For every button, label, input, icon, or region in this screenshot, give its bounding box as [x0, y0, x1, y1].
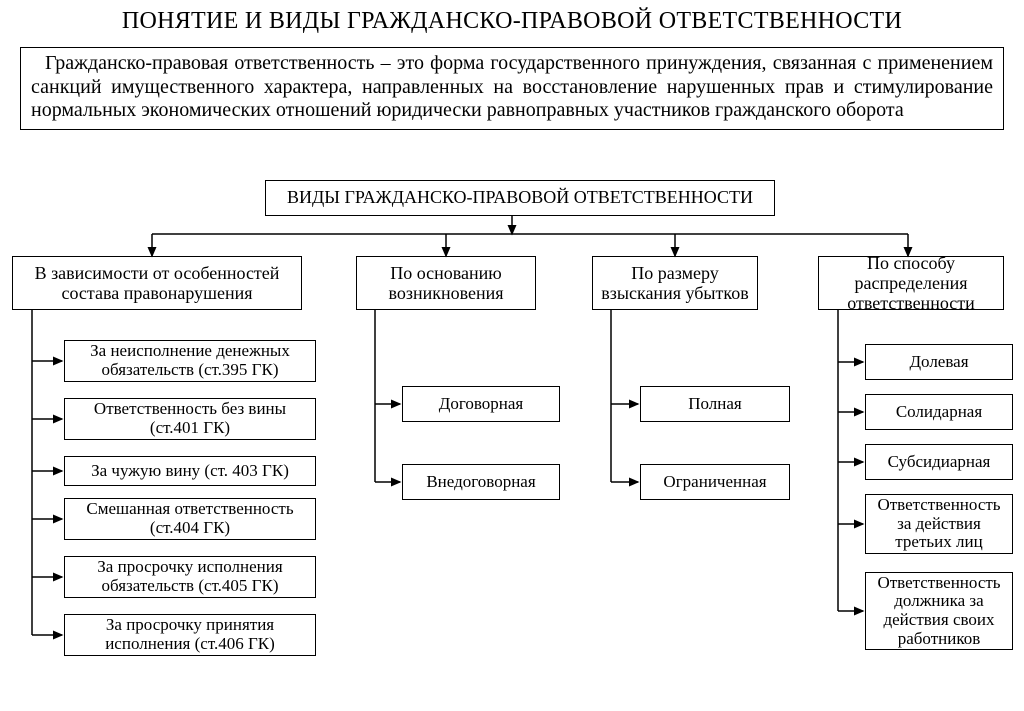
leaf-box: Солидарная: [865, 394, 1013, 430]
types-heading-box: ВИДЫ ГРАЖДАНСКО-ПРАВОВОЙ ОТВЕТСТВЕННОСТИ: [265, 180, 775, 216]
leaf-box: За неисполнение денежных обязательств (с…: [64, 340, 316, 382]
leaf-box: Ответственность за действия третьих лиц: [865, 494, 1013, 554]
page-title: ПОНЯТИЕ И ВИДЫ ГРАЖДАНСКО-ПРАВОВОЙ ОТВЕТ…: [0, 0, 1024, 37]
category-box-amount: По размеру взыскания убытков: [592, 256, 758, 310]
definition-box: Гражданско-правовая ответственность – эт…: [20, 47, 1004, 130]
leaf-box: За просрочку исполнения обязательств (ст…: [64, 556, 316, 598]
leaf-box: Долевая: [865, 344, 1013, 380]
leaf-box: Внедоговорная: [402, 464, 560, 500]
leaf-box: Договорная: [402, 386, 560, 422]
leaf-box: За чужую вину (ст. 403 ГК): [64, 456, 316, 486]
category-box-distribution: По способу распределения ответственности: [818, 256, 1004, 310]
leaf-box: Ответственность должника за действия сво…: [865, 572, 1013, 650]
leaf-box: Субсидиарная: [865, 444, 1013, 480]
leaf-box: Полная: [640, 386, 790, 422]
leaf-box: Ограниченная: [640, 464, 790, 500]
category-box-basis: По основанию возникновения: [356, 256, 536, 310]
leaf-box: За просрочку принятия исполнения (ст.406…: [64, 614, 316, 656]
category-box-composition: В зависимости от особенностей состава пр…: [12, 256, 302, 310]
leaf-box: Смешанная ответственность (ст.404 ГК): [64, 498, 316, 540]
leaf-box: Ответственность без вины (ст.401 ГК): [64, 398, 316, 440]
